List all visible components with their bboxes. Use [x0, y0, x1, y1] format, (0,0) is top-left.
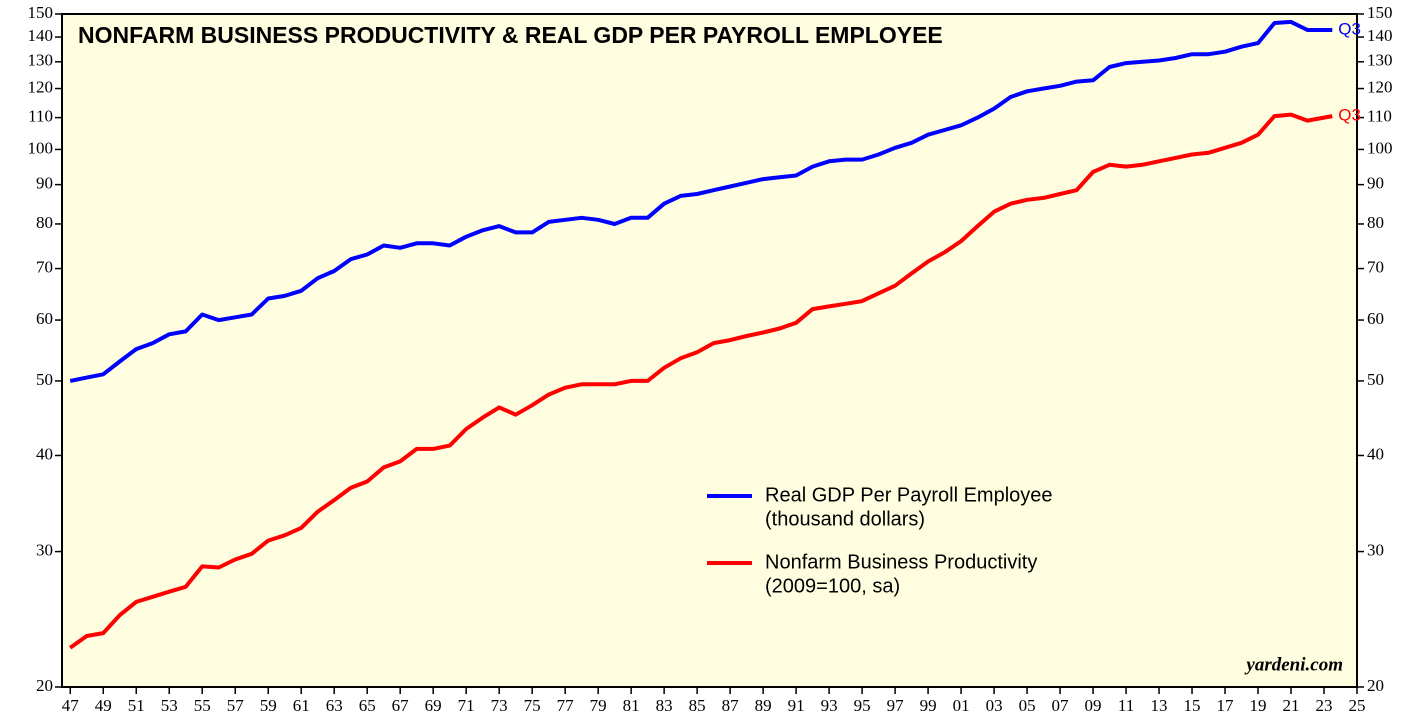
x-tick-label: 53 [161, 696, 178, 715]
x-tick-label: 49 [95, 696, 112, 715]
series-line [69, 19, 1333, 383]
x-tick-label: 03 [986, 696, 1003, 715]
x-tick-label: 09 [1085, 696, 1102, 715]
y2-tick-label: 50 [1367, 370, 1384, 389]
x-tick-label: 85 [689, 696, 706, 715]
x-tick-label: 77 [557, 696, 575, 715]
y2-tick-label: 130 [1367, 51, 1393, 70]
y2-tick-label: 60 [1367, 309, 1384, 328]
y-tick-label: 60 [36, 309, 53, 328]
x-tick-label: 23 [1316, 696, 1333, 715]
end-label: Q3 [1338, 19, 1361, 38]
x-tick-label: 21 [1283, 696, 1300, 715]
x-tick-label: 95 [854, 696, 871, 715]
x-tick-label: 19 [1250, 696, 1267, 715]
y2-tick-label: 140 [1367, 26, 1393, 45]
x-tick-label: 51 [128, 696, 145, 715]
x-tick-label: 83 [656, 696, 673, 715]
x-tick-label: 89 [755, 696, 772, 715]
legend-note: (2009=100, sa) [765, 575, 900, 597]
x-tick-label: 11 [1118, 696, 1134, 715]
x-tick-label: 75 [524, 696, 541, 715]
x-tick-label: 69 [425, 696, 442, 715]
source: yardeni.com [1244, 654, 1343, 675]
y2-tick-label: 40 [1367, 444, 1384, 463]
x-tick-label: 17 [1217, 696, 1235, 715]
y2-tick-label: 20 [1367, 676, 1384, 695]
x-tick-label: 99 [920, 696, 937, 715]
y-tick-label: 120 [28, 77, 54, 96]
x-tick-label: 79 [590, 696, 607, 715]
chart-title: NONFARM BUSINESS PRODUCTIVITY & REAL GDP… [78, 22, 943, 48]
x-tick-label: 65 [359, 696, 376, 715]
y-tick-label: 130 [28, 51, 54, 70]
y-tick-label: 50 [36, 370, 53, 389]
legend-note: (thousand dollars) [765, 508, 925, 530]
y2-tick-label: 150 [1367, 3, 1393, 22]
x-tick-label: 59 [260, 696, 277, 715]
y-tick-label: 150 [28, 3, 54, 22]
x-tick-label: 91 [788, 696, 805, 715]
y-tick-label: 90 [36, 174, 53, 193]
x-tick-label: 13 [1151, 696, 1168, 715]
y-tick-label: 20 [36, 676, 53, 695]
y-tick-label: 70 [36, 257, 53, 276]
x-tick-label: 57 [227, 696, 245, 715]
y-tick-label: 40 [36, 444, 53, 463]
x-tick-label: 63 [326, 696, 343, 715]
x-tick-label: 87 [722, 696, 740, 715]
y2-tick-label: 100 [1367, 138, 1393, 157]
x-tick-label: 93 [821, 696, 838, 715]
y-tick-label: 140 [28, 26, 54, 45]
end-label: Q3 [1338, 106, 1361, 125]
legend-label: Nonfarm Business Productivity [765, 551, 1037, 573]
y-tick-label: 30 [36, 540, 53, 559]
x-tick-label: 73 [491, 696, 508, 715]
plot-area [61, 13, 1358, 688]
x-tick-label: 67 [392, 696, 410, 715]
y-tick-label: 110 [28, 107, 53, 126]
x-tick-label: 05 [1019, 696, 1036, 715]
x-tick-label: 55 [194, 696, 211, 715]
x-tick-label: 01 [953, 696, 970, 715]
y2-tick-label: 70 [1367, 257, 1384, 276]
y2-tick-label: 90 [1367, 174, 1384, 193]
y2-tick-label: 80 [1367, 213, 1384, 232]
x-tick-label: 07 [1052, 696, 1070, 715]
y2-tick-label: 30 [1367, 540, 1384, 559]
y2-tick-label: 120 [1367, 77, 1393, 96]
x-tick-label: 61 [293, 696, 310, 715]
legend-label: Real GDP Per Payroll Employee [765, 484, 1053, 506]
x-tick-label: 97 [887, 696, 905, 715]
y2-tick-label: 110 [1367, 107, 1392, 126]
y-tick-label: 100 [28, 138, 54, 157]
x-tick-label: 71 [458, 696, 475, 715]
series-line [69, 112, 1333, 650]
x-tick-label: 81 [623, 696, 640, 715]
x-tick-label: 25 [1349, 696, 1366, 715]
y-tick-label: 80 [36, 213, 53, 232]
x-tick-label: 47 [62, 696, 80, 715]
x-tick-label: 15 [1184, 696, 1201, 715]
